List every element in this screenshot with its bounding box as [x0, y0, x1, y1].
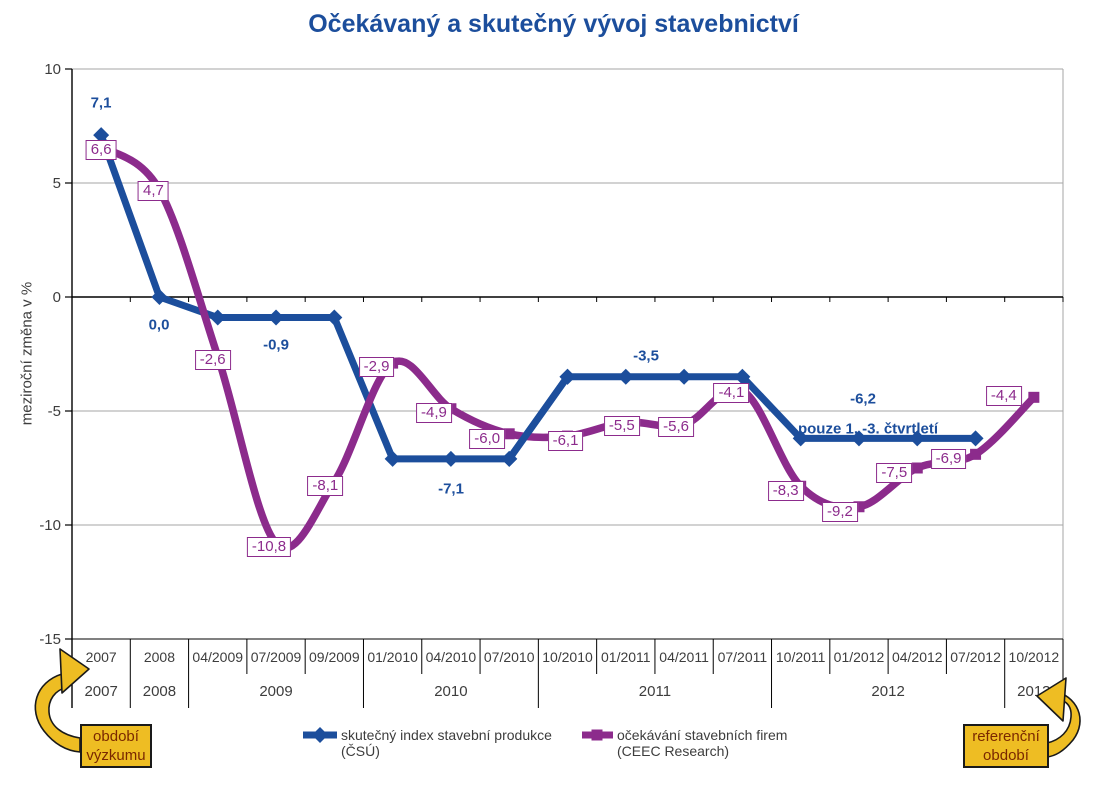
reference-period-callout: referenční období: [963, 724, 1049, 768]
expected-value-label: -6,0: [469, 428, 506, 449]
series-actual-line-overlap: [506, 374, 571, 461]
x-tick-label: 07/2009: [251, 649, 302, 665]
actual-value-label: -6,2: [850, 390, 876, 408]
research-period-line2: výzkumu: [86, 747, 146, 764]
expected-value-label: -8,3: [767, 481, 804, 502]
legend-label-expected-line1: očekávání stavebních firem: [617, 727, 788, 743]
actual-value-label: -0,9: [263, 336, 289, 354]
series-actual-marker: [967, 430, 984, 447]
x-tick-label: 10/2012: [1009, 649, 1060, 665]
expected-value-label: -4,1: [713, 383, 750, 404]
expected-value-label: -10,8: [246, 537, 292, 558]
actual-value-label: 0,0: [148, 316, 170, 334]
x-tick-label: 04/2009: [192, 649, 243, 665]
series-actual-marker: [559, 368, 576, 385]
x-tick-label: 10/2010: [542, 649, 593, 665]
series-actual-marker: [93, 127, 110, 144]
series-expected-marker: [970, 448, 982, 460]
series-actual-marker: [209, 309, 226, 326]
expected-value-label: -8,1: [307, 475, 344, 496]
expected-value-label: -7,5: [876, 463, 913, 483]
actual-value-label: -3,5: [633, 347, 659, 365]
x-tick-label: 07/2011: [718, 649, 768, 665]
series-expected-marker: [911, 462, 923, 474]
x-tick-label: 10/2011: [776, 649, 826, 665]
expected-value-label: -5,5: [603, 416, 640, 437]
actual-value-label: 7,1: [90, 94, 112, 112]
legend-label-expected: očekávání stavebních firem (CEEC Researc…: [617, 727, 787, 759]
y-tick-label: -5: [48, 403, 61, 420]
year-label: 2011: [639, 683, 671, 700]
expected-value-label: -4,9: [415, 402, 452, 423]
legend-label-actual: skutečný index stavební produkce (ČSÚ): [341, 727, 552, 759]
series-expected-marker: [503, 428, 515, 440]
expected-value-label: 4,7: [138, 180, 169, 201]
x-tick-label: 07/2012: [950, 649, 1001, 665]
actual-value-label: -7,1: [438, 480, 464, 498]
x-tick-label: 01/2012: [834, 649, 885, 665]
expected-value-label: -2,6: [194, 350, 231, 371]
y-tick-label: -10: [39, 517, 61, 534]
research-arrow-head: [59, 648, 90, 694]
expected-value-label: -6,1: [547, 431, 584, 452]
chart-title: Očekávaný a skutečný vývoj stavebnictví: [308, 10, 799, 38]
x-tick-label: 04/2011: [659, 649, 709, 665]
x-tick-label: 2008: [144, 649, 175, 665]
expected-value-label: -4,4: [985, 386, 1022, 407]
year-label: 2009: [259, 683, 292, 700]
series-expected-marker: [591, 729, 603, 741]
research-arrow-band: [34, 673, 81, 753]
research-period-callout: období výzkumu: [80, 724, 152, 768]
reference-period-line2: období: [983, 747, 1029, 764]
year-label: 2007: [84, 683, 117, 700]
x-tick-label: 04/2012: [892, 649, 943, 665]
expected-value-label: -5,6: [658, 416, 695, 437]
year-label: 2010: [434, 683, 467, 700]
year-label: 2012: [871, 683, 904, 700]
y-tick-label: 5: [53, 175, 61, 192]
series-actual-marker: [792, 430, 809, 447]
series-actual-marker: [442, 450, 459, 467]
x-tick-label: 09/2009: [309, 649, 360, 665]
series-actual-marker: [850, 430, 867, 447]
series-actual-marker: [501, 450, 518, 467]
series-actual-marker: [909, 430, 926, 447]
x-tick-label: 07/2010: [484, 649, 535, 665]
x-tick-label: 01/2011: [601, 649, 651, 665]
expected-value-label: 6,6: [85, 139, 117, 160]
series-expected-marker: [1028, 391, 1040, 403]
series-expected-line: [98, 143, 1037, 552]
series-actual-marker: [326, 309, 343, 326]
y-tick-label: 0: [53, 289, 61, 306]
y-tick-label: -15: [39, 631, 61, 648]
series-expected-marker: [853, 501, 865, 513]
annotation-note: pouze 1. -3. čtvrtletí: [797, 420, 939, 438]
expected-value-label: -9,2: [822, 501, 858, 522]
legend-label-expected-line2: (CEEC Research): [617, 743, 730, 759]
series-actual-marker: [676, 368, 693, 385]
expected-value-label: -6,9: [930, 449, 967, 470]
legend-label-actual-line1: skutečný index stavební produkce: [341, 727, 552, 743]
series-actual-marker: [617, 368, 634, 385]
x-tick-label: 04/2010: [426, 649, 477, 665]
reference-period-line1: referenční: [972, 728, 1040, 745]
x-tick-label: 2007: [86, 649, 117, 665]
year-label: 2008: [143, 683, 176, 700]
series-actual-marker: [734, 368, 751, 385]
y-tick-label: 10: [44, 61, 61, 78]
series-actual-marker: [151, 289, 168, 305]
series-actual-marker: [312, 727, 328, 743]
research-period-line1: období: [93, 728, 139, 745]
expected-value-label: -2,9: [358, 357, 395, 378]
legend-label-actual-line2: (ČSÚ): [341, 743, 380, 759]
series-actual-marker: [268, 309, 285, 326]
x-tick-label: 01/2010: [367, 649, 418, 665]
series-actual-marker: [384, 450, 401, 467]
reference-arrow-head: [1036, 677, 1067, 722]
